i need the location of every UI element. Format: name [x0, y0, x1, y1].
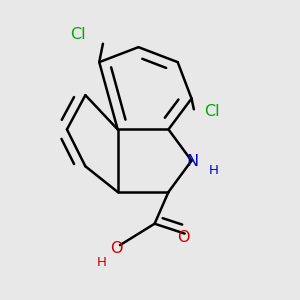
Text: H: H — [97, 256, 106, 269]
Text: O: O — [110, 241, 123, 256]
Text: H: H — [209, 164, 219, 177]
Text: Cl: Cl — [70, 27, 86, 42]
Text: O: O — [177, 230, 190, 245]
Text: Cl: Cl — [205, 104, 220, 119]
Text: N: N — [187, 154, 199, 169]
